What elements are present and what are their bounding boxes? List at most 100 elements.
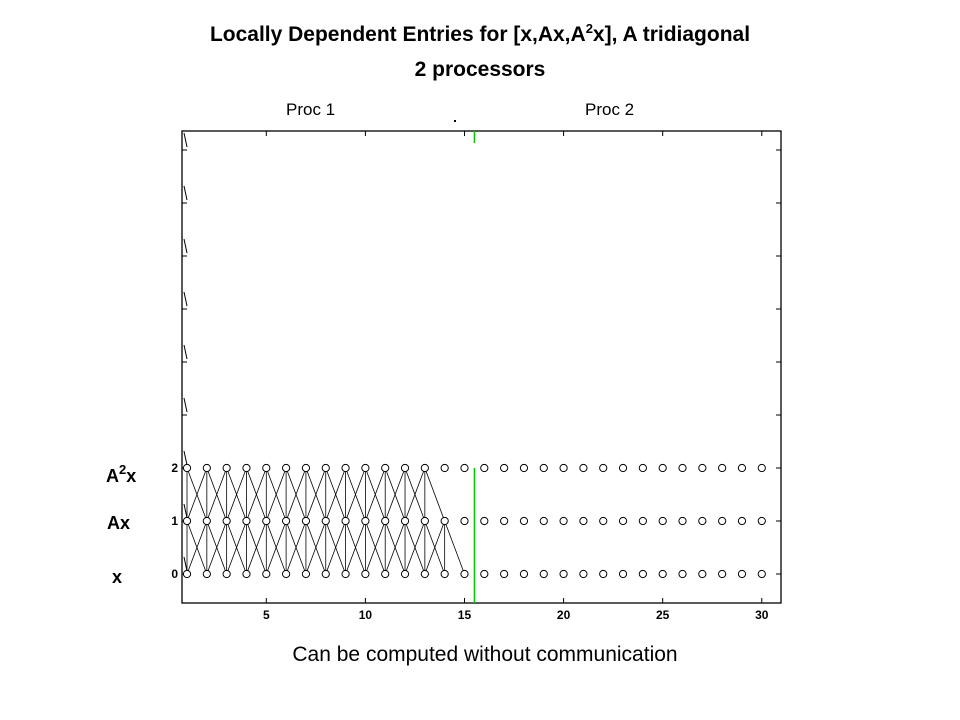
entry-node (658, 463, 667, 473)
entry-node (222, 516, 231, 526)
entry-node (440, 569, 449, 579)
entry-node (282, 516, 291, 526)
entry-node (361, 463, 370, 473)
entry-node (361, 516, 370, 526)
dependency-edge (424, 520, 446, 575)
entry-node (400, 569, 410, 579)
entry-node (698, 463, 707, 473)
entry-node (321, 463, 330, 473)
entry-node (698, 516, 707, 526)
entry-node (202, 463, 211, 473)
entry-node (559, 463, 568, 473)
x-tick-label: 5 (263, 608, 270, 622)
edge-stub (183, 132, 188, 148)
plot-frame (181, 130, 782, 604)
edge-stub (183, 238, 188, 254)
x-tick-label: 25 (656, 608, 670, 622)
entry-node (718, 516, 727, 526)
entry-node (242, 569, 251, 579)
dependency-edge (265, 520, 287, 575)
edge-stub (183, 185, 188, 201)
chart-title-line1: Locally Dependent Entries for [x,Ax,A2x]… (209, 21, 751, 46)
dependency-edge (444, 520, 465, 575)
entry-node (301, 569, 311, 579)
entry-node (718, 463, 727, 473)
dependency-edge (325, 467, 346, 522)
entry-node (182, 463, 192, 473)
entry-node (460, 463, 469, 473)
entry-node (698, 569, 707, 579)
entry-node (579, 516, 588, 526)
entry-node (539, 463, 548, 473)
dependency-edge (285, 520, 307, 575)
entry-node (579, 569, 588, 579)
entry-node (341, 463, 350, 473)
row-label-x: x (112, 567, 123, 587)
y-tick-label: 1 (171, 514, 178, 528)
entry-node (500, 516, 509, 526)
entry-node (381, 516, 390, 526)
entry-node (539, 569, 548, 579)
dependency-edge (305, 467, 327, 522)
dependency-edge (345, 467, 366, 522)
chart-title-line2: 2 processors (414, 58, 546, 81)
entry-node (519, 516, 529, 526)
entry-node (242, 463, 251, 473)
entry-node (539, 516, 548, 526)
dependency-edge (305, 520, 327, 575)
entry-node (757, 463, 766, 473)
marker-dot (454, 120, 456, 122)
dependency-edge (365, 520, 386, 575)
proc-1-label: Proc 1 (286, 100, 336, 119)
entry-node (420, 516, 429, 526)
dependency-edge (365, 467, 386, 522)
entry-node (400, 463, 410, 473)
entry-node (262, 516, 271, 526)
edge-stub (183, 556, 188, 572)
entry-node (599, 516, 608, 526)
row-label-ax: Ax (107, 513, 131, 533)
x-tick-label: 20 (557, 608, 571, 622)
dependency-edge (424, 467, 446, 522)
entry-node (638, 463, 647, 473)
dependency-edge (246, 520, 267, 575)
entry-node (222, 569, 231, 579)
x-tick-label: 30 (755, 608, 769, 622)
entry-node (599, 463, 608, 473)
entry-node (618, 463, 628, 473)
dependency-edge (404, 467, 426, 522)
caption: Can be computed without communication (292, 643, 678, 666)
entry-node (519, 569, 529, 579)
dependency-edge (345, 520, 366, 575)
entry-node (718, 569, 727, 579)
entry-node (737, 516, 747, 526)
entry-node (420, 463, 429, 473)
dependency-edge (285, 467, 307, 522)
entry-node (638, 516, 647, 526)
y-tick-label: 2 (171, 461, 178, 475)
entry-node (559, 516, 568, 526)
entry-node (737, 569, 747, 579)
entry-node (618, 569, 628, 579)
entry-node (361, 569, 370, 579)
entry-node (599, 569, 608, 579)
entry-node (618, 516, 628, 526)
dependency-edge (186, 520, 208, 575)
dependency-edge (206, 467, 228, 522)
dependency-edge (325, 520, 346, 575)
entry-node (242, 516, 251, 526)
dependency-edge (226, 467, 247, 522)
dependency-edge (384, 467, 406, 522)
dependency-edge (404, 520, 426, 575)
entry-node (678, 516, 687, 526)
entry-node (202, 516, 211, 526)
entry-node (440, 463, 449, 473)
entry-node (321, 516, 330, 526)
edge-stub (183, 450, 188, 466)
proc-2-label: Proc 2 (585, 100, 635, 119)
entry-node (480, 463, 489, 473)
entry-node (321, 569, 330, 579)
x-tick-label: 10 (359, 608, 373, 622)
entry-node (757, 516, 766, 526)
entry-node (500, 463, 509, 473)
